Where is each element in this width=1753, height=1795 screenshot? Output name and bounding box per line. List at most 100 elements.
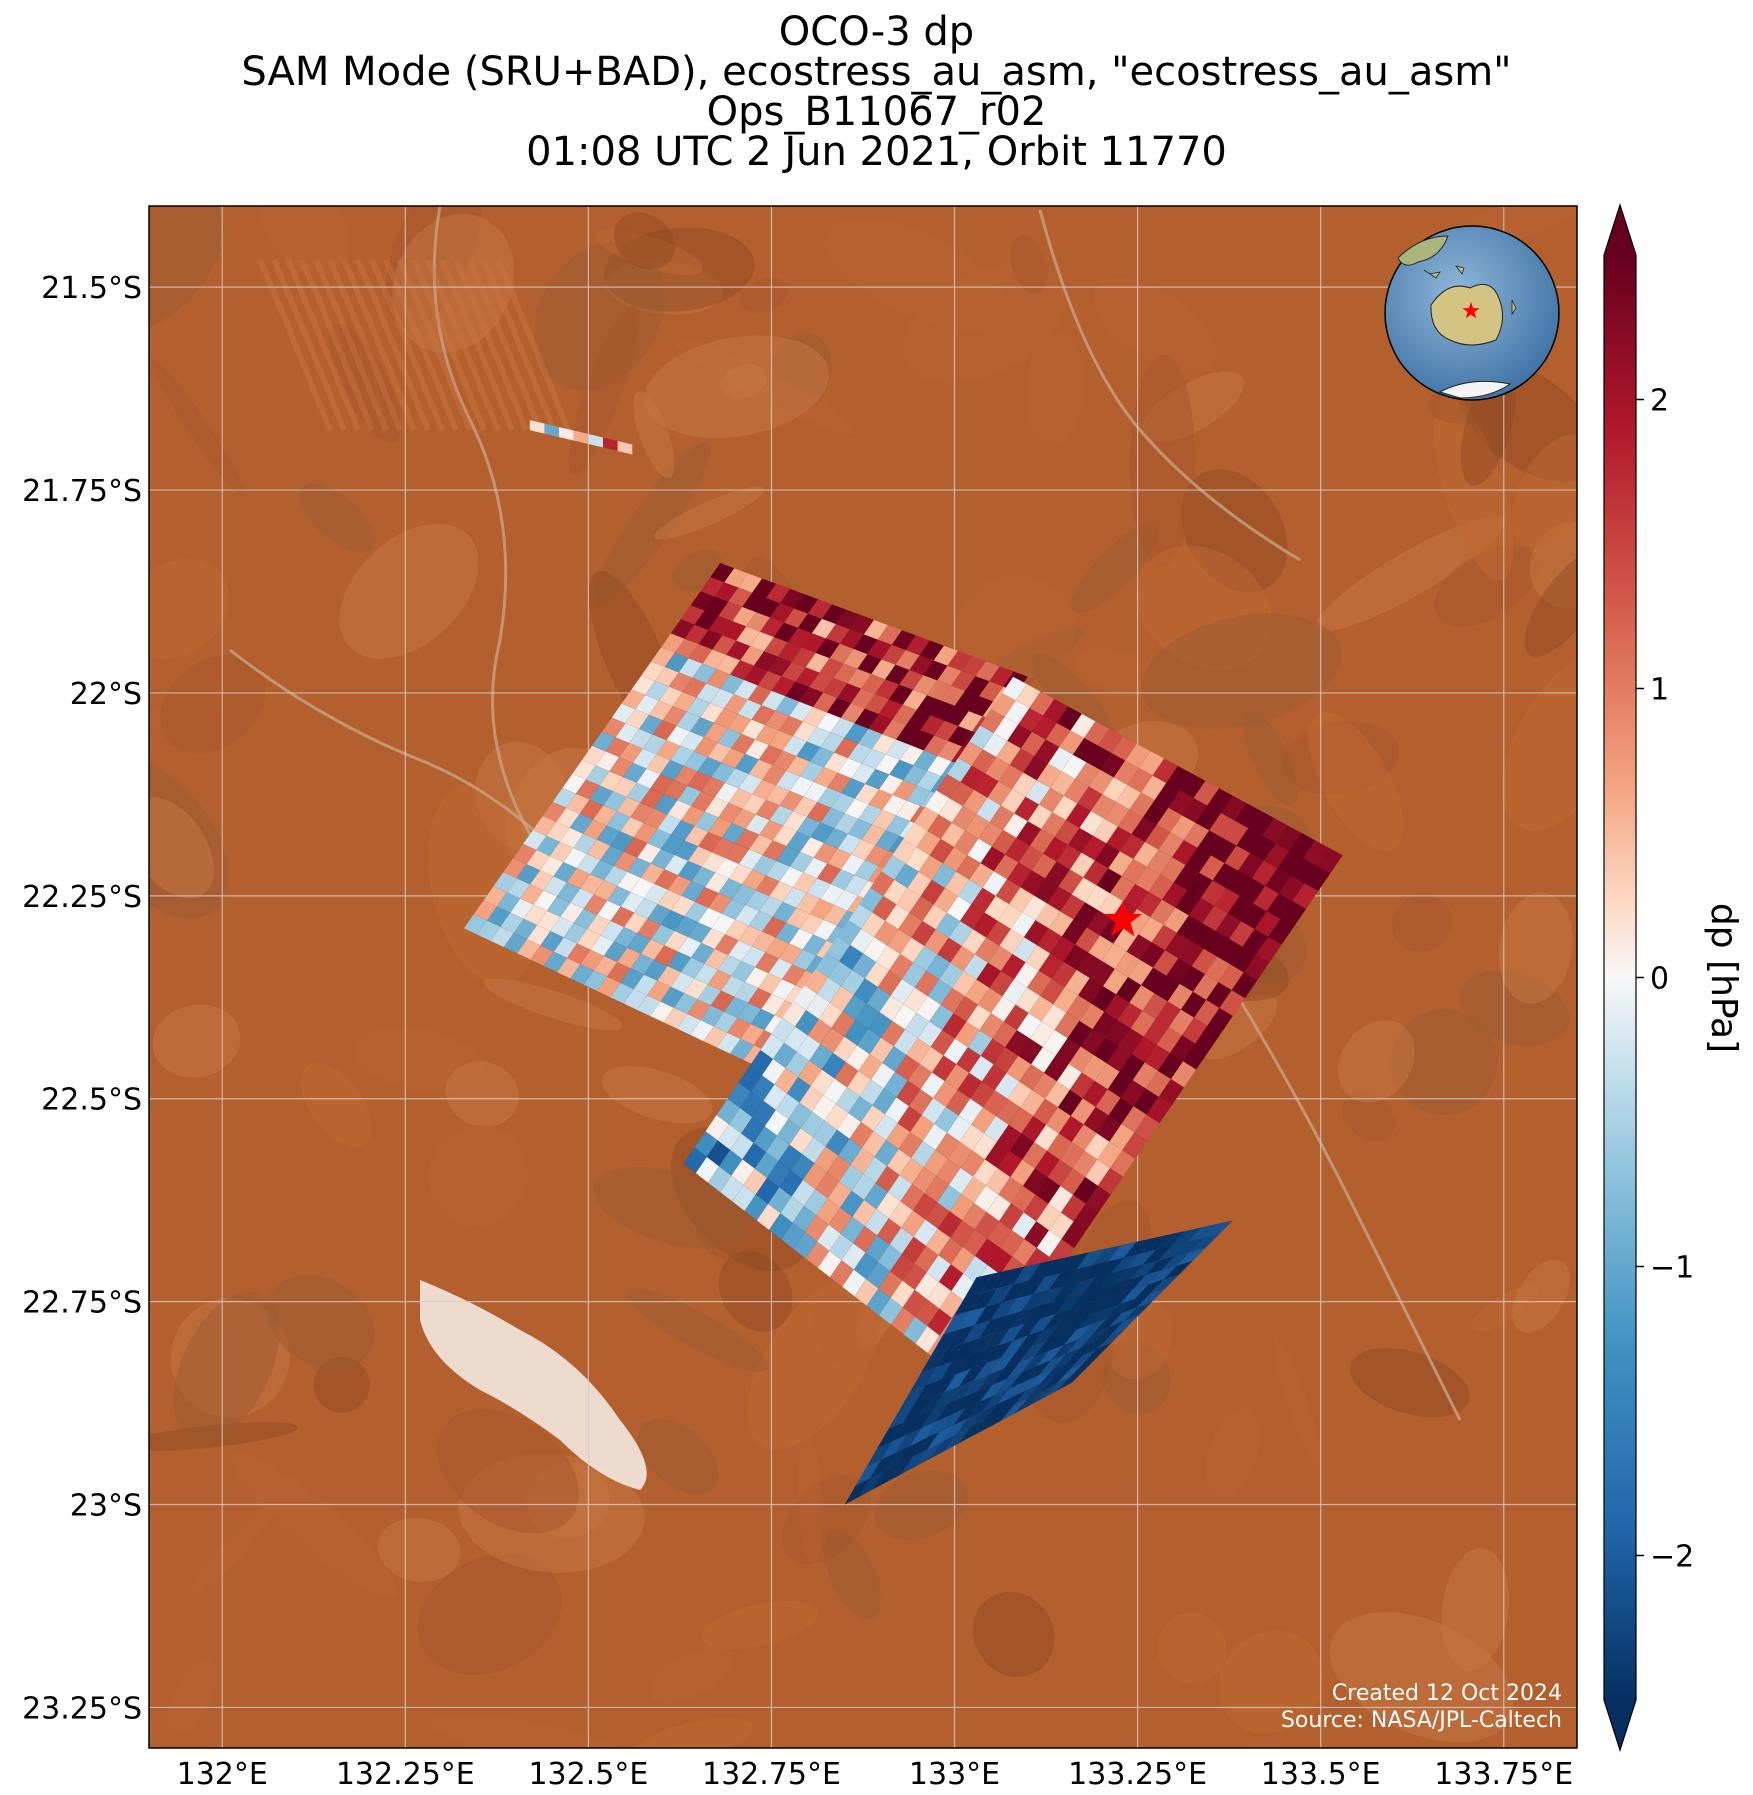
terrain-patch xyxy=(354,1027,484,1092)
terrain-patch xyxy=(149,559,230,659)
terrain-patch xyxy=(167,1659,217,1735)
map-tick-labels: 132°E 132.25°E 132.5°E 132.75°E 133°E 133.25°… xyxy=(22,271,1573,1792)
inset-globe xyxy=(1384,225,1560,401)
dp-strip-cell xyxy=(588,434,604,448)
colorbar-gradient xyxy=(1604,255,1636,1700)
globe-islands xyxy=(1423,265,1517,316)
dune-streak xyxy=(481,258,557,432)
colorbar-label: dp [hPa] xyxy=(1703,903,1744,1053)
terrain-patch xyxy=(747,1277,882,1450)
dp-strip-cell xyxy=(603,437,618,451)
dp-strip-cell xyxy=(559,427,574,441)
dry-riverbed xyxy=(1038,209,1301,562)
dp-strip-cell xyxy=(544,423,560,438)
terrain-patch xyxy=(701,1600,818,1650)
map-title-line2: SAM Mode (SRU+BAD), ecostress_au_asm, "e… xyxy=(241,49,1512,95)
dune-streak xyxy=(383,258,459,432)
terrain-patch xyxy=(903,263,1066,384)
terrain-patch xyxy=(1093,277,1217,375)
terrain-patch xyxy=(593,441,711,605)
lat-tick-label: 21.75°S xyxy=(22,474,142,509)
lat-tick-label: 22.25°S xyxy=(22,880,142,915)
terrain-patch xyxy=(593,1166,750,1249)
terrain-patch xyxy=(1316,516,1506,631)
dp-swaths xyxy=(463,420,1344,1506)
dune-streak xyxy=(271,258,347,432)
terrain-patch xyxy=(300,1062,372,1148)
dune-streak xyxy=(397,258,473,432)
terrain-patch xyxy=(152,1004,241,1078)
terrain-features xyxy=(149,206,1577,1748)
terrain-patch xyxy=(782,1475,871,1565)
target-marker xyxy=(1103,900,1142,937)
terrain-patch xyxy=(1471,1285,1539,1332)
terrain-patch xyxy=(1136,545,1272,671)
terrain-patch xyxy=(649,1647,733,1704)
dune-streak xyxy=(341,258,417,432)
dp-strip-cell xyxy=(617,440,633,455)
terrain-patch xyxy=(1434,545,1538,627)
lon-tick-label: 132.75°E xyxy=(702,1757,841,1792)
terrain-patch xyxy=(1350,1347,1470,1418)
dune-streak xyxy=(299,258,375,432)
lat-tick-label: 23.25°S xyxy=(22,1691,142,1726)
terrain-patch xyxy=(1459,970,1570,1046)
terrain-patch xyxy=(596,229,703,275)
terrain-patch xyxy=(1524,548,1577,657)
terrain-patch xyxy=(654,486,764,540)
colorbar-outline xyxy=(1603,203,1637,1752)
swath-3 xyxy=(844,1220,1234,1506)
terrain-patch xyxy=(972,1591,1055,1678)
terrain-patch xyxy=(1141,613,1342,729)
terrain-patch xyxy=(377,1517,461,1582)
terrain-patch xyxy=(613,212,676,270)
terrain-patch xyxy=(149,1422,299,1451)
terrain-patch xyxy=(874,1470,969,1541)
lat-tick-label: 22.75°S xyxy=(22,1286,142,1321)
terrain-patch xyxy=(230,1450,397,1598)
terrain-patch xyxy=(149,206,224,331)
terrain-patch xyxy=(824,1529,881,1620)
terrain-patch xyxy=(173,1291,280,1441)
terrain-patch xyxy=(1433,394,1514,581)
terrain-patch xyxy=(1338,1020,1415,1103)
terrain-patch xyxy=(149,755,229,919)
colorbar-tick-label: 2 xyxy=(1650,384,1669,419)
globe-star-icon xyxy=(1462,302,1480,319)
terrain-patch xyxy=(601,1066,713,1124)
terrain-patch xyxy=(1130,354,1195,567)
star-icon xyxy=(1103,900,1142,937)
terrain-patch xyxy=(1272,1335,1322,1467)
terrain-patch xyxy=(483,978,623,1031)
dp-cell xyxy=(1316,847,1344,874)
terrain-patch xyxy=(633,391,675,479)
dune-streak xyxy=(285,258,361,432)
dune-streak xyxy=(313,258,389,432)
terrain-patch xyxy=(1342,1092,1396,1142)
map-title-line3: Ops_B11067_r02 xyxy=(706,89,1047,135)
terrain-patch xyxy=(1281,721,1399,796)
terrain-patch xyxy=(534,241,666,391)
terrain-patch xyxy=(149,797,214,899)
colorbar-ticks: 2 1 0 −1 −2 xyxy=(1636,384,1694,1575)
colorbar-tick-label: −1 xyxy=(1650,1251,1694,1286)
terrain-patch xyxy=(644,335,830,439)
dp-strip-cell xyxy=(573,430,589,445)
terrain-patch xyxy=(392,213,515,353)
terrain-patch xyxy=(569,305,640,475)
lon-tick-label: 132.5°E xyxy=(528,1757,648,1792)
terrain-patch xyxy=(1392,894,1453,953)
map-frame xyxy=(148,205,1578,1749)
colorbar-extend-high xyxy=(1604,205,1636,255)
terrain-patch xyxy=(718,1250,793,1332)
terrain-patch xyxy=(720,364,767,399)
terrain-patch xyxy=(160,654,266,754)
dp-cell xyxy=(1202,1220,1234,1239)
lat-tick-label: 22.5°S xyxy=(41,1083,142,1118)
globe-antarctica xyxy=(1438,380,1512,399)
terrain-patch xyxy=(458,1453,645,1573)
terrain-patch xyxy=(191,1503,276,1594)
terrain-patch xyxy=(1010,234,1048,294)
map-title-line1: OCO-3 dp xyxy=(778,9,975,55)
